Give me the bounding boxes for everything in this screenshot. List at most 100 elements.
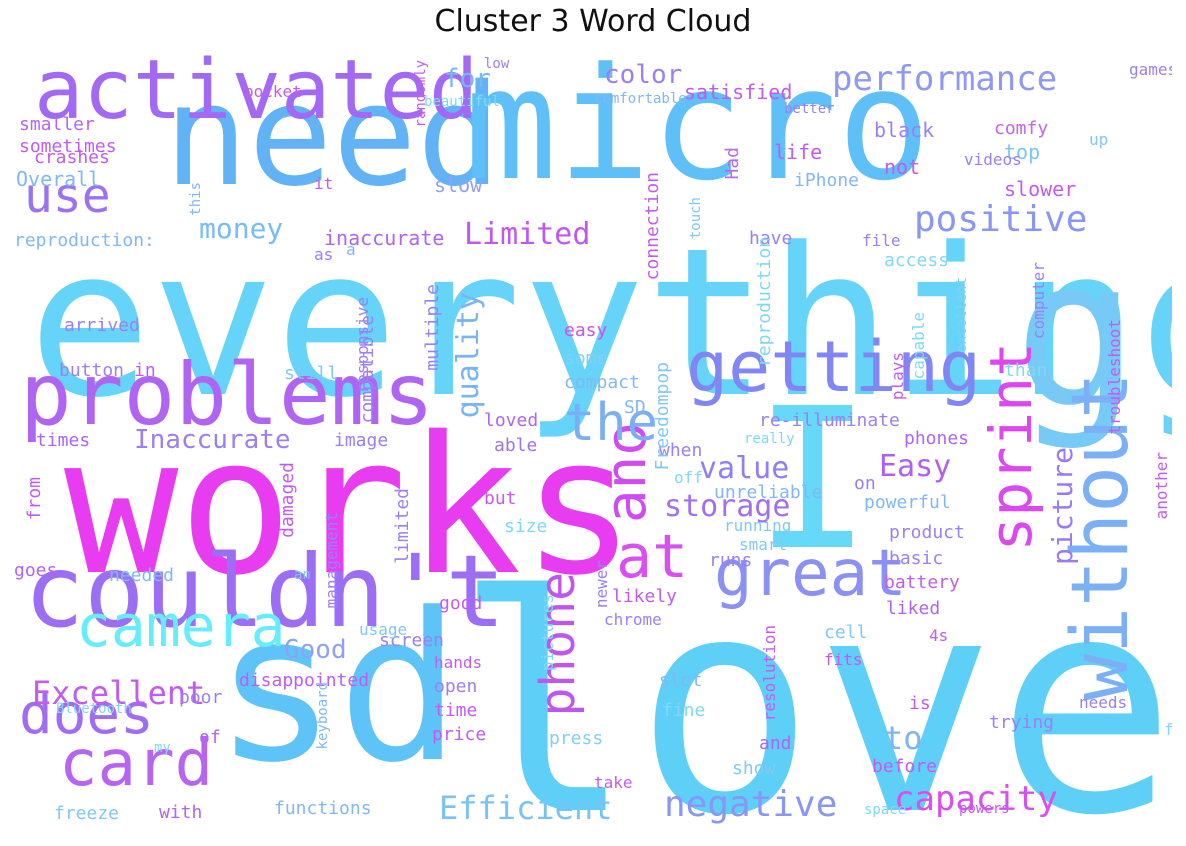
word-great: great <box>714 537 907 611</box>
word-space: space <box>864 802 907 818</box>
word-not: not <box>884 155 921 179</box>
word-management: management <box>322 512 341 609</box>
word-comfortable: comfortable <box>594 91 687 107</box>
word-efficient: Efficient <box>439 789 613 827</box>
word-computer: computer <box>1029 262 1048 340</box>
word-pictures: pictures <box>538 594 557 672</box>
word-randomly: randomly <box>413 60 429 128</box>
word-need: need <box>164 55 502 218</box>
word-of: of <box>199 727 221 748</box>
word-capable: capable <box>909 312 928 380</box>
word-to: to <box>884 719 923 757</box>
word-problems: problems <box>20 345 435 445</box>
word-games: games <box>1129 60 1172 79</box>
word-with: with <box>159 802 203 823</box>
word-everything: everything <box>28 205 1172 443</box>
word-excellent: excellent <box>954 277 970 353</box>
word-getting: getting <box>686 326 982 408</box>
word-button: button <box>59 360 125 381</box>
word-multiple: multiple <box>422 284 443 371</box>
word-responsive: responsive <box>353 297 372 394</box>
word-use: use <box>24 168 111 224</box>
word-good: Good <box>284 635 347 665</box>
word-than: than <box>1004 360 1048 381</box>
word-black: black <box>874 118 935 142</box>
word-have: have <box>749 228 793 249</box>
word-my: my <box>154 740 171 756</box>
word-take: take <box>594 773 633 792</box>
word-g: g <box>1014 215 1138 453</box>
word-performance: performance <box>832 59 1058 99</box>
word-storage: storage <box>664 489 791 524</box>
word-plays: plays <box>888 352 907 401</box>
word-cell: cell <box>824 622 868 643</box>
word-freeze: freeze <box>54 803 120 824</box>
word-damaged: damaged <box>277 462 298 538</box>
word-satisfied: satisfied <box>684 80 793 104</box>
word-for: for <box>444 64 491 94</box>
word-slot: slot <box>659 670 703 691</box>
word-bluetooth: Bluetooth <box>56 701 132 717</box>
word-show: show <box>732 758 776 779</box>
chart-title: Cluster 3 Word Cloud <box>434 4 752 39</box>
word-product: product <box>889 522 965 543</box>
word-activated: activated <box>34 52 479 138</box>
word-needed: needed <box>109 565 175 586</box>
word-disappointed: disappointed <box>239 670 370 691</box>
word-resolution: resolution <box>760 625 779 722</box>
word-hands: hands <box>434 653 483 672</box>
word-as: as <box>314 245 334 264</box>
word-size: size <box>504 516 548 537</box>
word-sd: SD <box>624 397 646 418</box>
word-times: times <box>36 430 91 451</box>
word-4s: 4s <box>929 626 949 645</box>
word-likely: likely <box>612 586 678 607</box>
word-still: still <box>284 363 339 384</box>
word-this: this <box>188 182 204 216</box>
word-arrived: arrived <box>64 315 140 336</box>
word-and: and <box>759 733 792 754</box>
word-when: when <box>659 440 703 461</box>
word-color: color <box>604 60 683 90</box>
word-troubleshoot: troubleshoot <box>1105 319 1124 435</box>
word-powers: powers <box>959 801 1010 817</box>
word-money: money <box>199 212 284 245</box>
word-trying: trying <box>989 712 1055 733</box>
word-running: running <box>724 516 792 535</box>
word-poor: poor <box>179 687 223 708</box>
word-crashes: crashes <box>34 147 110 168</box>
word-reproduction: reproduction: <box>14 230 155 251</box>
word-picture: picture <box>1046 447 1079 566</box>
word-iphone: iPhone <box>794 170 860 191</box>
word-on: on <box>854 473 876 494</box>
word-good: good <box>439 593 483 614</box>
word-negative: negative <box>664 784 838 825</box>
word-sd: sd <box>214 570 461 808</box>
word-newer: newer <box>592 560 611 609</box>
word-before: before <box>872 756 938 777</box>
word-at: at <box>616 522 689 592</box>
word-life: life <box>774 140 823 164</box>
word-couldn-t: couldn't <box>24 533 506 650</box>
word-videos: videos <box>964 150 1022 169</box>
word-freedompop: Freedompop <box>652 362 673 471</box>
word-better: better <box>784 101 835 117</box>
word-comfy: comfy <box>994 118 1049 139</box>
word-re-illuminate: re-illuminate <box>759 410 900 431</box>
word-it: it <box>314 174 334 193</box>
word-file: file <box>862 231 901 250</box>
word-fits: fits <box>824 650 863 669</box>
word-slow: slow <box>434 173 483 197</box>
word-needs: needs <box>1079 693 1128 712</box>
word-liked: liked <box>886 598 941 619</box>
word-excellent: Excellent <box>32 674 206 712</box>
word-touch: touch <box>688 197 704 240</box>
word-another: another <box>1152 452 1171 520</box>
word-up: up <box>1089 130 1109 149</box>
word-sometimes: sometimes <box>19 136 117 157</box>
word-i: I <box>754 366 872 593</box>
word-screen: screen <box>379 630 445 651</box>
word-smaller: smaller <box>19 114 95 135</box>
word-does: does <box>19 682 154 747</box>
